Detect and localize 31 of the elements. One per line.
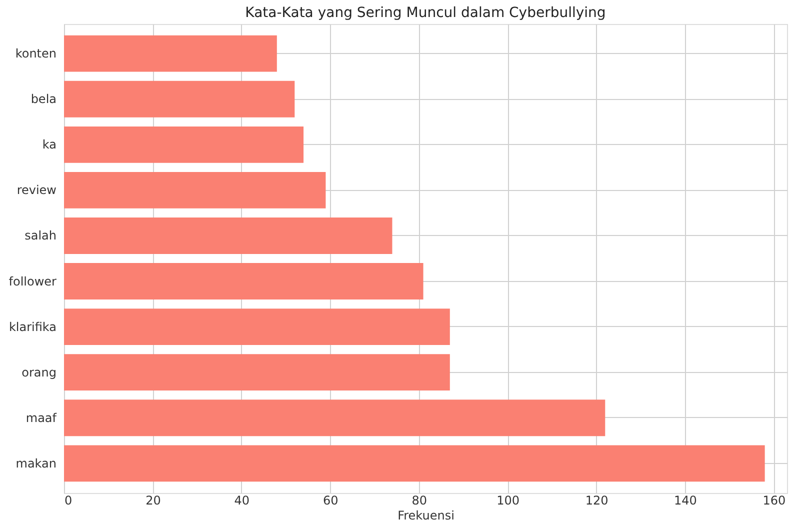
chart-title: Kata-Kata yang Sering Muncul dalam Cyberbullying (245, 5, 606, 21)
x-tick-label: 120 (585, 494, 608, 508)
y-tick-label: orang (22, 365, 56, 380)
bar (64, 126, 304, 163)
bar (64, 172, 326, 208)
y-tick-label: salah (24, 228, 56, 243)
y-tick-label: follower (8, 274, 57, 288)
x-tick-label: 40 (234, 494, 250, 508)
bar (64, 354, 450, 391)
y-tick-label: makan (16, 456, 56, 470)
x-tick-label: 140 (674, 494, 697, 508)
y-tick-label: konten (15, 46, 56, 61)
x-tick-label: 80 (412, 494, 427, 508)
x-tick-label: 60 (322, 494, 338, 508)
y-tick-label: maaf (26, 410, 58, 425)
bar (64, 445, 765, 482)
y-tick-label: bela (30, 92, 56, 106)
bar (64, 400, 606, 436)
x-tick-label: 0 (64, 494, 72, 508)
bar (64, 218, 392, 254)
x-tick-label: 100 (496, 494, 520, 508)
bar (64, 263, 424, 300)
y-tick-label: ka (42, 138, 56, 152)
x-tick-label: 20 (146, 494, 161, 508)
y-tick-label: klarifika (8, 320, 56, 334)
bar (64, 308, 450, 346)
bar (64, 80, 295, 118)
y-tick-label: review (16, 183, 57, 198)
x-axis-title: Frekuensi (398, 508, 454, 522)
bar (64, 35, 277, 72)
x-tick-label: 160 (762, 494, 786, 508)
